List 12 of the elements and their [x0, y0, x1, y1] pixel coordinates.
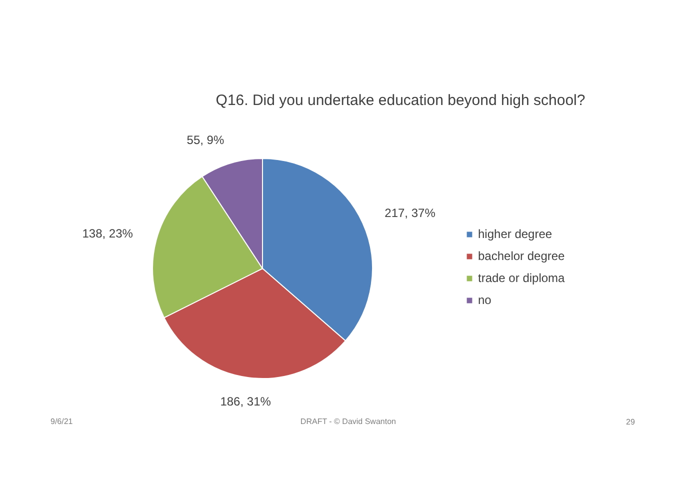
text: 9/6/21 [50, 417, 74, 426]
text: 29 [626, 418, 636, 426]
text: DRAFT - © David Swanton [300, 417, 396, 426]
data-label: 186, 31% [220, 394, 272, 409]
data-label: 55, 9% [186, 132, 224, 147]
data-label: 138, 23% [82, 226, 134, 241]
legend-label: no [478, 293, 492, 307]
legend-label: trade or diploma [478, 271, 565, 285]
data-label: 217, 37% [384, 206, 436, 220]
legend-label: bachelor degree [478, 249, 565, 263]
legend-label: higher degree [478, 227, 552, 241]
chart-title: Q16. Did you undertake education beyond high school? [216, 92, 586, 109]
